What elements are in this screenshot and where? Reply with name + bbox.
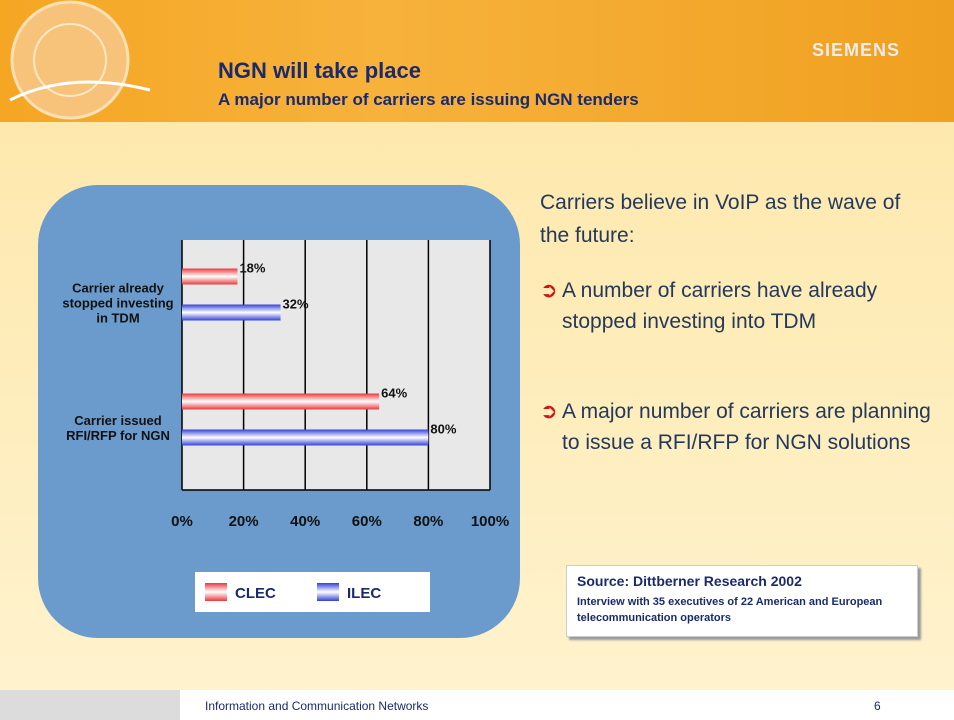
y-tick-label: Carrier issued RFI/RFP for NGN <box>58 413 178 443</box>
legend-swatch <box>205 583 227 601</box>
x-tick-label: 20% <box>229 513 259 530</box>
x-tick-label: 100% <box>471 513 509 530</box>
value-label: 80% <box>430 422 456 437</box>
bar <box>182 430 428 446</box>
value-label: 64% <box>381 386 407 401</box>
brand: SIEMENS <box>812 40 900 61</box>
source-title: Source: Dittberner Research 2002 <box>577 573 917 589</box>
legend-swatch <box>317 583 339 601</box>
bullet: A major number of carriers are planning … <box>540 396 942 458</box>
page-number: 6 <box>874 699 881 713</box>
bullet: A number of carriers have already stoppe… <box>540 275 942 337</box>
source-box: Source: Dittberner Research 2002 Intervi… <box>566 565 918 637</box>
x-tick-label: 40% <box>290 513 320 530</box>
legend-label: ILEC <box>347 585 381 602</box>
source-note: Interview with 35 executives of 22 Ameri… <box>577 594 907 626</box>
legend-box <box>195 572 430 612</box>
bar <box>182 269 237 285</box>
x-tick-label: 0% <box>171 513 193 530</box>
footer: Information and Communication Networks 6 <box>0 690 954 720</box>
value-label: 18% <box>239 261 265 276</box>
legend-label: CLEC <box>235 585 276 602</box>
intro-text: Carriers believe in VoIP as the wave of … <box>540 186 920 252</box>
slide: NGN will take place A major number of ca… <box>0 0 954 720</box>
bar <box>182 305 281 321</box>
footer-text: Information and Communication Networks <box>205 699 428 713</box>
y-tick-label: Carrier already stopped investing in TDM <box>58 280 178 325</box>
footer-block <box>0 690 180 720</box>
chart: 0% 20% 40% 60% 80% 100% 18% 32% 64% 80% CLEC ILEC <box>0 0 540 660</box>
value-label: 32% <box>283 297 309 312</box>
x-tick-label: 80% <box>413 513 443 530</box>
x-tick-label: 60% <box>352 513 382 530</box>
bar <box>182 394 379 410</box>
